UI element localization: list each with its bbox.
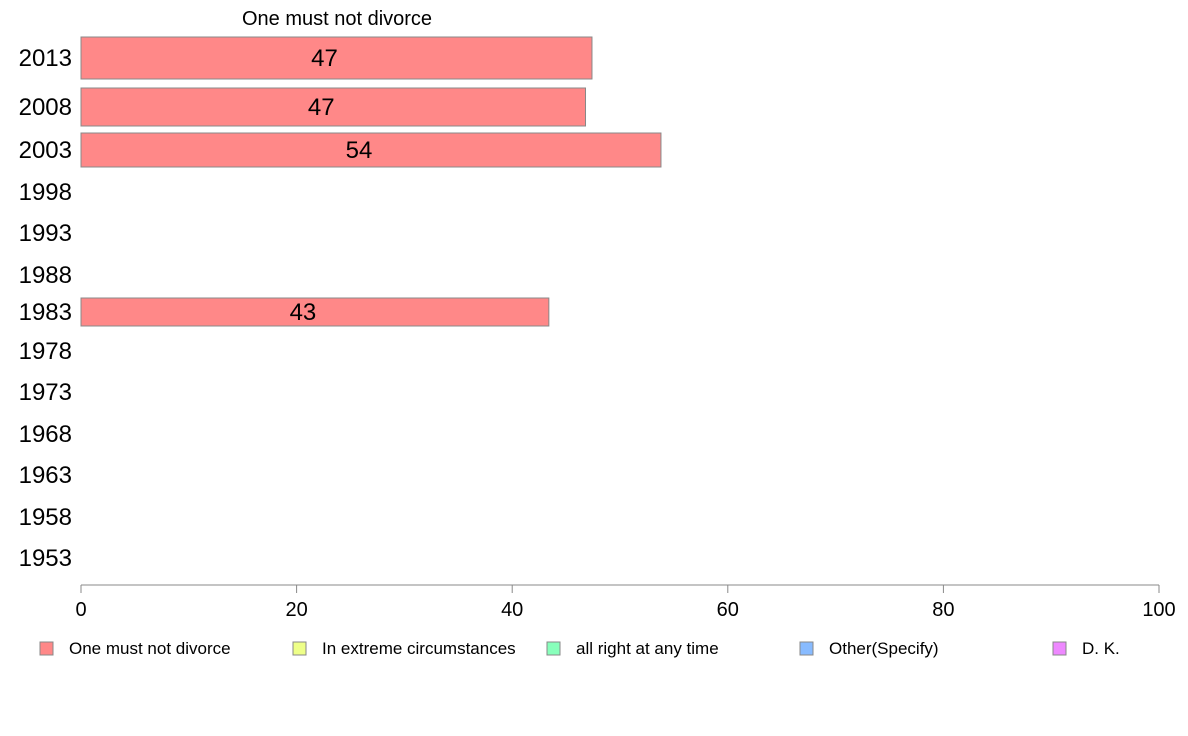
x-axis: 0 20 40 60 80 100	[75, 585, 1176, 621]
bar-value-label: 43	[290, 299, 317, 326]
legend-label: D. K.	[1082, 639, 1120, 658]
x-tick-label: 80	[932, 599, 954, 621]
y-tick-label: 1978	[19, 338, 72, 365]
bar	[80, 87, 587, 127]
y-axis-labels: 2013 2008 2003 1998 1993 1988 1983 1978 1973 1968…	[19, 45, 72, 572]
bar	[80, 36, 593, 80]
x-tick-label: 100	[1142, 599, 1175, 621]
y-tick-label: 1983	[19, 299, 72, 326]
bar	[80, 297, 550, 327]
bar-value-label: 54	[346, 137, 373, 164]
bars-group: 47 47 54 43	[80, 36, 662, 327]
bar	[80, 132, 662, 168]
y-tick-label: 2008	[19, 94, 72, 121]
y-tick-label: 1988	[19, 262, 72, 289]
y-tick-label: 1953	[19, 545, 72, 572]
y-tick-label: 1993	[19, 220, 72, 247]
legend: One must not divorce In extreme circumsta…	[39, 639, 1120, 658]
bar-value-label: 47	[311, 45, 338, 72]
x-tick-label: 0	[75, 599, 86, 621]
legend-swatch	[292, 641, 307, 656]
chart-title: One must not divorce	[242, 8, 432, 30]
x-tick-label: 40	[501, 599, 523, 621]
legend-swatch	[1052, 641, 1067, 656]
y-tick-label: 1958	[19, 504, 72, 531]
y-tick-label: 1968	[19, 421, 72, 448]
y-tick-label: 1973	[19, 379, 72, 406]
bar-value-label: 47	[308, 94, 335, 121]
legend-swatch	[799, 641, 814, 656]
y-tick-label: 1998	[19, 179, 72, 206]
y-tick-label: 1963	[19, 462, 72, 489]
legend-label: In extreme circumstances	[322, 639, 516, 658]
legend-label: One must not divorce	[69, 639, 231, 658]
y-tick-label: 2003	[19, 137, 72, 164]
legend-swatch	[39, 641, 54, 656]
legend-label: all right at any time	[576, 639, 719, 658]
legend-label: Other(Specify)	[829, 639, 939, 658]
x-tick-label: 60	[717, 599, 739, 621]
legend-swatch	[546, 641, 561, 656]
y-tick-label: 2013	[19, 45, 72, 72]
x-tick-label: 20	[285, 599, 307, 621]
